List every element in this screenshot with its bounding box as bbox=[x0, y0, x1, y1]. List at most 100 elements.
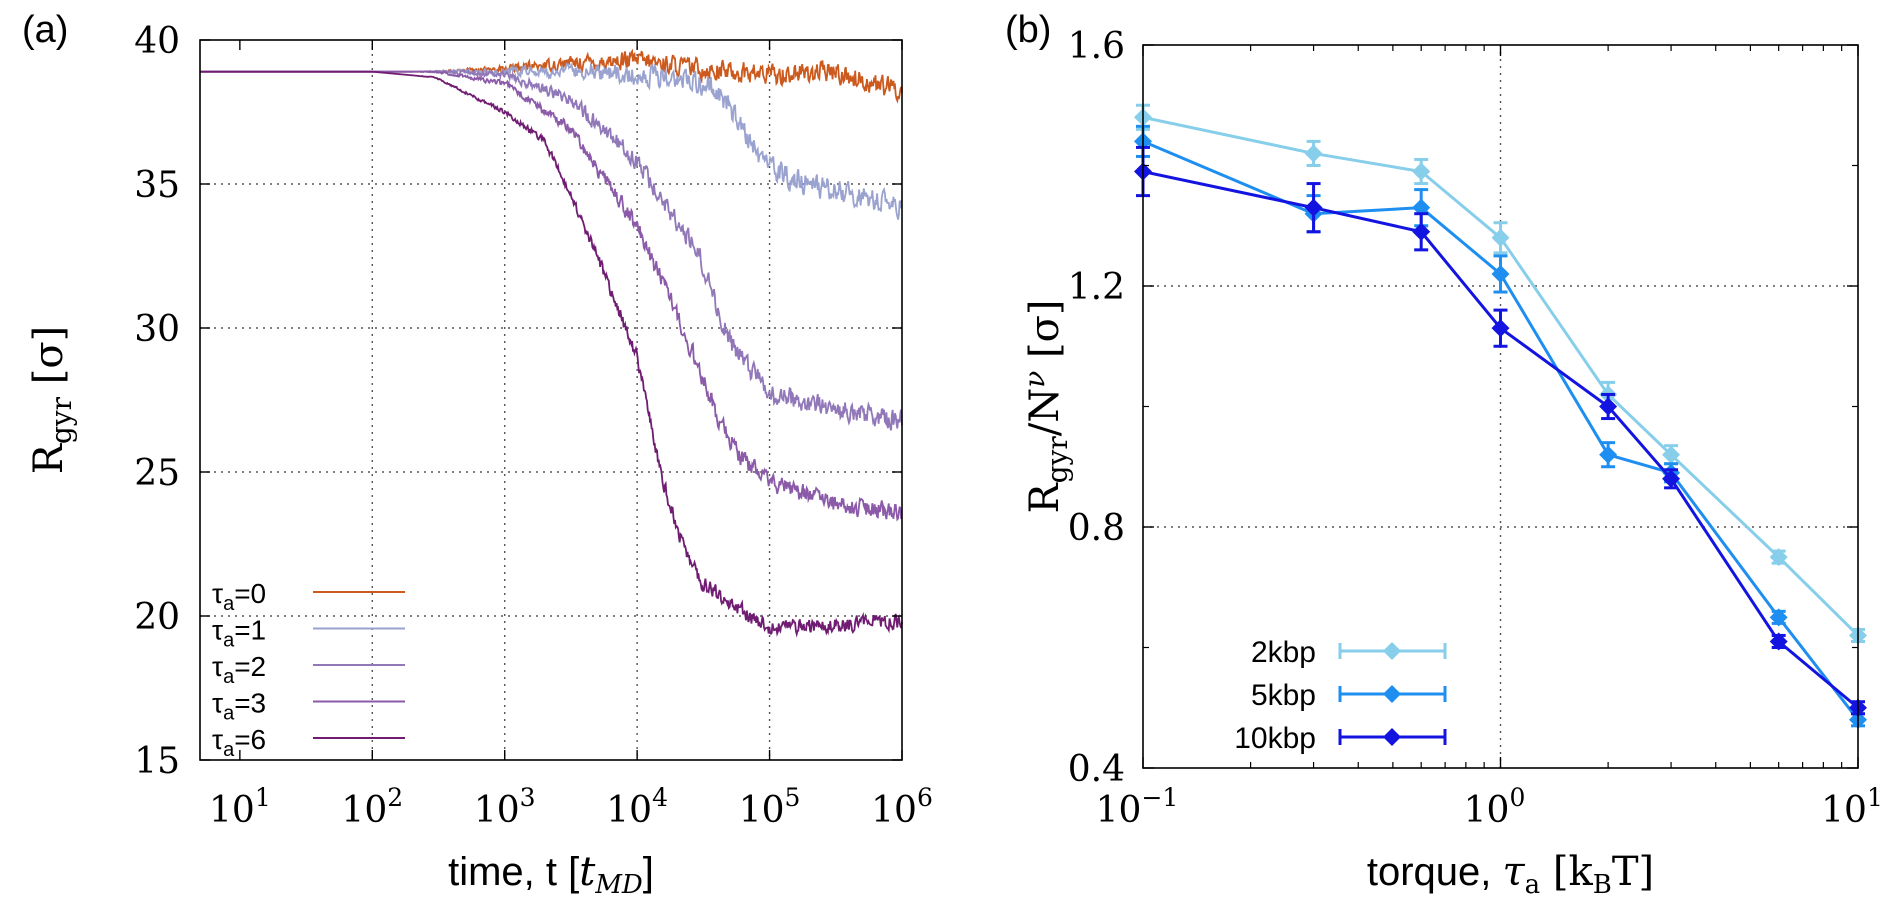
x-axis-label: torque, τa [kBT] bbox=[1367, 849, 1654, 897]
x-tick-label: 100 bbox=[1464, 783, 1526, 831]
x-tick-label: 102 bbox=[341, 783, 403, 831]
x-tick-base: 10 bbox=[1096, 790, 1142, 831]
y-axis-label: Rgyr/Nν [σ] bbox=[1018, 299, 1074, 513]
data-point-2kbp bbox=[1304, 144, 1323, 163]
data-point-5kbp bbox=[1599, 445, 1618, 464]
legend-label-tau-a-6: τa=6 bbox=[212, 724, 266, 761]
x-tick-exponent: 5 bbox=[785, 783, 801, 812]
x-tick-label: 101 bbox=[209, 783, 271, 831]
y-tick-label: 0.8 bbox=[1068, 508, 1125, 549]
x-tick-exponent: 0 bbox=[1509, 783, 1525, 812]
x-tick-base: 10 bbox=[341, 790, 387, 831]
legend-label-tau-a-2: τa=2 bbox=[212, 651, 266, 688]
legend-label-sub: a bbox=[223, 666, 235, 688]
x-axis-label-sub: a bbox=[1525, 870, 1541, 897]
y-axis-label-end: [σ] bbox=[1022, 299, 1068, 370]
y-axis-label-sub: gyr bbox=[1041, 436, 1074, 484]
legend-marker-10kbp bbox=[1383, 728, 1401, 746]
y-tick-label: 0.4 bbox=[1068, 749, 1125, 790]
data-point-5kbp bbox=[1412, 198, 1431, 217]
legend-label-symbol: τ bbox=[212, 578, 223, 609]
x-tick-exponent: 4 bbox=[652, 783, 668, 812]
y-axis-label-mid: /N bbox=[1022, 388, 1068, 436]
y-axis-label-end: [σ] bbox=[26, 326, 72, 397]
legend-label-value: =6 bbox=[234, 724, 266, 755]
legend-label-symbol: τ bbox=[212, 724, 223, 755]
y-tick-label: 30 bbox=[134, 309, 180, 350]
series-line-10kbp bbox=[1142, 170, 1859, 709]
x-tick-exponent: 6 bbox=[917, 783, 933, 812]
data-point-2kbp bbox=[1412, 162, 1431, 181]
x-axis-label-end: T] bbox=[1612, 849, 1654, 895]
legend-label-symbol: τ bbox=[212, 651, 223, 682]
x-tick-exponent: 2 bbox=[387, 783, 403, 812]
x-tick-label: 10−1 bbox=[1096, 783, 1179, 831]
legend-label-10kbp: 10kbp bbox=[1234, 722, 1316, 755]
legend-label-symbol: τ bbox=[212, 615, 223, 646]
data-point-10kbp bbox=[1599, 397, 1618, 416]
legend-marker-2kbp bbox=[1383, 642, 1401, 660]
x-tick-label: 106 bbox=[871, 783, 933, 831]
y-axis-label-main: R bbox=[1022, 482, 1068, 514]
plot-frame bbox=[199, 39, 903, 761]
data-point-10kbp bbox=[1769, 632, 1788, 651]
legend-label-sub: a bbox=[223, 703, 235, 725]
data-point-5kbp bbox=[1491, 264, 1510, 283]
y-tick-label: 15 bbox=[134, 741, 180, 782]
x-axis-label-mid: [k bbox=[1540, 849, 1593, 895]
x-tick-base: 10 bbox=[209, 790, 255, 831]
x-axis-label-sub: MD bbox=[594, 870, 643, 897]
legend-label-sub: a bbox=[223, 593, 235, 615]
data-point-2kbp bbox=[1769, 548, 1788, 567]
legend-label-sub: a bbox=[223, 739, 235, 761]
y-tick-label: 1.6 bbox=[1068, 26, 1125, 67]
x-tick-base: 10 bbox=[739, 790, 785, 831]
series-line-tau-a-6 bbox=[200, 70, 903, 638]
x-axis-label-main: torque, bbox=[1367, 850, 1503, 894]
y-axis-label: Rgyr [σ] bbox=[26, 326, 78, 475]
x-tick-base: 10 bbox=[1821, 790, 1867, 831]
y-axis-label-sub: gyr bbox=[45, 396, 78, 444]
x-axis-label-end: ] bbox=[643, 850, 654, 894]
y-tick-label: 20 bbox=[134, 597, 180, 638]
y-axis-label-main: R bbox=[26, 442, 72, 474]
x-axis-label: time, t [tMD] bbox=[448, 849, 654, 897]
y-tick-label: 40 bbox=[134, 21, 180, 62]
legend-label-tau-a-3: τa=3 bbox=[212, 688, 266, 725]
data-point-5kbp bbox=[1769, 608, 1788, 627]
legend-marker-5kbp bbox=[1383, 685, 1401, 703]
y-tick-label: 25 bbox=[134, 453, 180, 494]
panel-a-label: (a) bbox=[22, 9, 68, 51]
x-axis-label-symbol: τ bbox=[1503, 849, 1526, 895]
series-line-tau-a-2 bbox=[200, 68, 903, 431]
y-tick-label: 35 bbox=[134, 165, 180, 206]
data-point-10kbp bbox=[1412, 222, 1431, 241]
legend-label-2kbp: 2kbp bbox=[1251, 636, 1316, 669]
x-tick-base: 10 bbox=[1464, 790, 1510, 831]
y-tick-label: 1.2 bbox=[1068, 267, 1125, 308]
x-axis-label-symbol: t bbox=[579, 849, 596, 895]
x-tick-base: 10 bbox=[871, 790, 917, 831]
legend-label-5kbp: 5kbp bbox=[1251, 679, 1316, 712]
legend-label-tau-a-0: τa=0 bbox=[212, 578, 266, 615]
x-tick-label: 105 bbox=[739, 783, 801, 831]
panel-b-label: (b) bbox=[1005, 9, 1051, 51]
data-point-2kbp bbox=[1662, 445, 1681, 464]
series-line-2kbp bbox=[1142, 115, 1860, 637]
legend-label-value: =0 bbox=[234, 578, 266, 609]
x-tick-exponent: 1 bbox=[1867, 783, 1883, 812]
legend-label-symbol: τ bbox=[212, 688, 223, 719]
x-tick-exponent: −1 bbox=[1141, 783, 1178, 812]
y-axis-label-sup: ν bbox=[1018, 371, 1051, 388]
data-point-10kbp bbox=[1662, 469, 1681, 488]
x-tick-base: 10 bbox=[606, 790, 652, 831]
data-point-10kbp bbox=[1304, 198, 1323, 217]
legend-label-tau-a-1: τa=1 bbox=[212, 615, 266, 652]
series-line-tau-a-3 bbox=[200, 70, 903, 522]
x-axis-label-main: time, t [ bbox=[448, 850, 579, 894]
legend-label-value: =1 bbox=[234, 615, 266, 646]
legend-label-sub: a bbox=[223, 630, 235, 652]
